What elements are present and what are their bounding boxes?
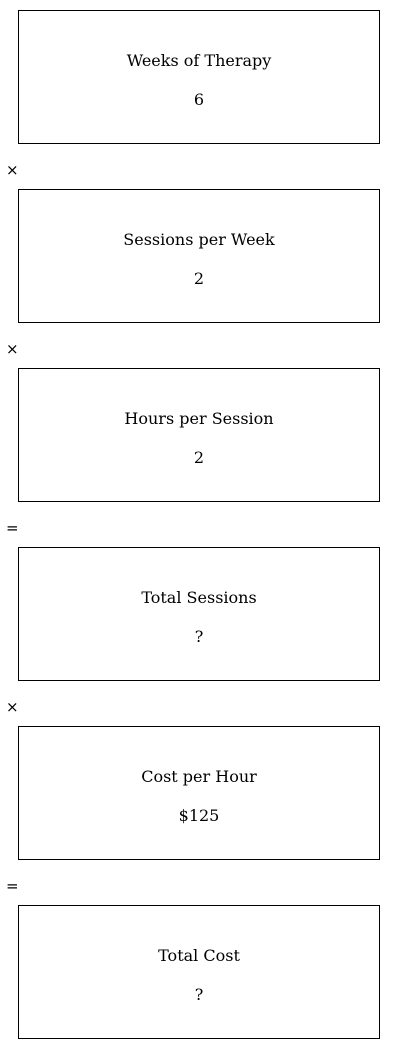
hours-per-session-value: 2 <box>193 448 205 467</box>
equals-operator: = <box>6 877 19 895</box>
total-cost-label: Total Cost <box>158 946 240 965</box>
multiply-operator: × <box>6 698 19 716</box>
hours-per-session-label: Hours per Session <box>124 409 274 428</box>
total-cost-value: ? <box>194 985 204 1004</box>
sessions-per-week-box: Sessions per Week 2 <box>18 189 380 323</box>
total-sessions-value: ? <box>194 627 204 646</box>
cost-per-hour-box: Cost per Hour $125 <box>18 726 380 860</box>
total-cost-box: Total Cost ? <box>18 905 380 1039</box>
multiply-operator: × <box>6 340 19 358</box>
total-sessions-label: Total Sessions <box>141 588 257 607</box>
sessions-per-week-label: Sessions per Week <box>123 230 275 249</box>
cost-per-hour-label: Cost per Hour <box>141 767 257 786</box>
total-sessions-box: Total Sessions ? <box>18 547 380 681</box>
equals-operator: = <box>6 519 19 537</box>
cost-per-hour-value: $125 <box>178 806 220 825</box>
sessions-per-week-value: 2 <box>193 269 205 288</box>
hours-per-session-box: Hours per Session 2 <box>18 368 380 502</box>
weeks-of-therapy-label: Weeks of Therapy <box>126 51 272 70</box>
weeks-of-therapy-box: Weeks of Therapy 6 <box>18 10 380 144</box>
multiply-operator: × <box>6 161 19 179</box>
weeks-of-therapy-value: 6 <box>193 90 205 109</box>
